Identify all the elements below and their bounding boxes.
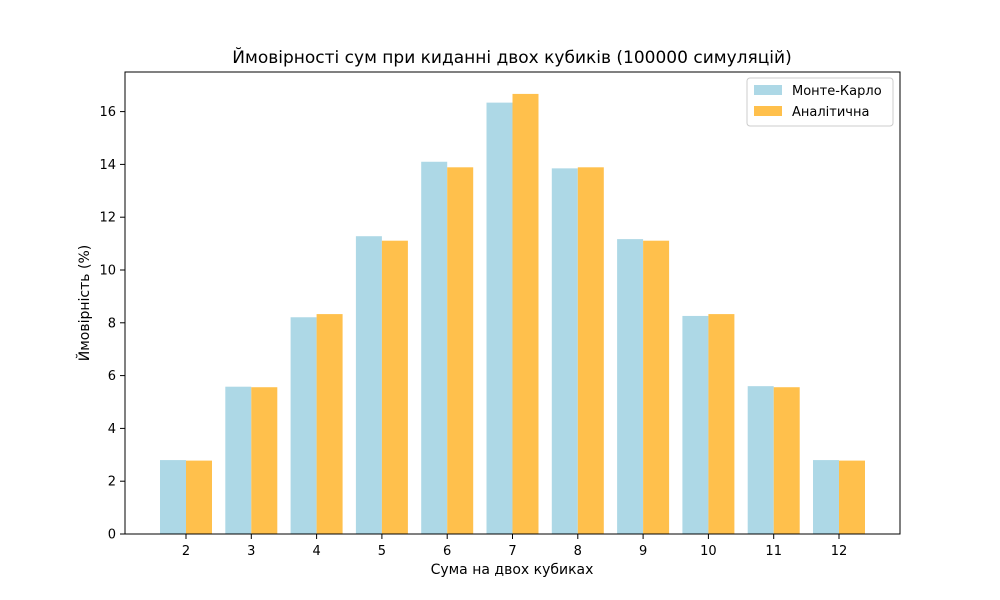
legend-swatch-monte-carlo — [754, 85, 782, 95]
y-tick-label: 14 — [99, 158, 116, 173]
x-tick-label: 9 — [639, 544, 647, 559]
x-tick-label: 4 — [312, 544, 320, 559]
y-axis-label: Ймовірність (%) — [75, 245, 93, 361]
bar-monte-carlo-4 — [290, 317, 317, 534]
x-tick-label: 2 — [182, 544, 190, 559]
y-tick-label: 2 — [108, 475, 116, 490]
y-tick-label: 4 — [108, 422, 116, 437]
x-axis-ticks: 2 3 4 5 6 7 8 9 10 11 12 — [182, 534, 847, 559]
x-tick-label: 8 — [574, 544, 582, 559]
y-tick-label: 10 — [99, 264, 116, 279]
y-tick-label: 8 — [108, 316, 116, 331]
y-tick-label: 16 — [99, 105, 116, 120]
bars-group — [160, 93, 865, 535]
bar-monte-carlo-8 — [551, 168, 578, 535]
legend: Монте-Карло Аналітична — [746, 77, 894, 127]
legend-swatch-analytical — [754, 106, 782, 116]
bar-analytical-9 — [643, 240, 670, 534]
legend-label-monte-carlo: Монте-Карло — [792, 84, 882, 99]
y-tick-label: 12 — [99, 211, 116, 226]
bar-monte-carlo-11 — [747, 386, 774, 534]
bar-analytical-11 — [773, 387, 800, 534]
bar-monte-carlo-3 — [225, 386, 252, 534]
legend-label-analytical: Аналітична — [792, 105, 869, 120]
x-tick-label: 6 — [443, 544, 451, 559]
x-tick-label: 12 — [831, 544, 848, 559]
x-tick-label: 10 — [700, 544, 717, 559]
bar-analytical-4 — [316, 314, 343, 534]
bar-monte-carlo-10 — [682, 315, 709, 534]
y-axis-ticks: 0 2 4 6 8 10 12 14 16 — [99, 105, 125, 543]
x-tick-label: 11 — [765, 544, 782, 559]
y-tick-label: 6 — [108, 369, 116, 384]
bar-analytical-10 — [708, 314, 735, 534]
bar-monte-carlo-2 — [160, 460, 186, 534]
bar-monte-carlo-12 — [813, 460, 839, 534]
legend-box — [746, 77, 894, 127]
bar-analytical-7 — [512, 93, 539, 534]
bar-analytical-5 — [381, 240, 408, 534]
bar-analytical-6 — [447, 167, 474, 535]
bar-monte-carlo-9 — [617, 239, 644, 535]
bar-analytical-12 — [839, 460, 865, 534]
bar-analytical-3 — [251, 387, 278, 534]
x-tick-label: 5 — [378, 544, 386, 559]
y-tick-label: 0 — [108, 528, 116, 543]
bar-analytical-8 — [577, 167, 604, 535]
bar-monte-carlo-7 — [486, 102, 513, 535]
bar-monte-carlo-6 — [421, 161, 448, 534]
bar-analytical-2 — [186, 460, 212, 534]
bar-monte-carlo-5 — [355, 236, 382, 534]
chart-title: Ймовірності сум при киданні двох кубиків… — [232, 46, 791, 68]
x-tick-label: 7 — [508, 544, 516, 559]
x-tick-label: 3 — [247, 544, 255, 559]
x-axis-label: Сума на двох кубиках — [431, 562, 594, 578]
